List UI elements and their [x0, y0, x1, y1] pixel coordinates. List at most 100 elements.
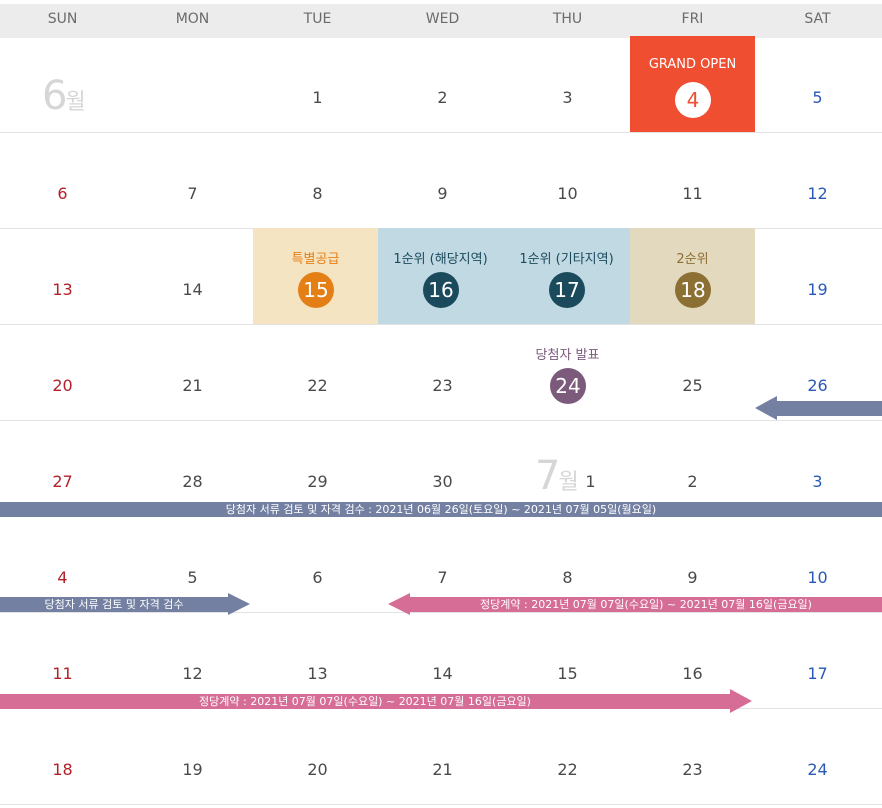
day-cell[interactable]: 7 [380, 516, 505, 612]
day-cell[interactable]: 1 [255, 36, 380, 132]
day-cell[interactable]: 2 [380, 36, 505, 132]
day-cell[interactable]: 30 [380, 420, 505, 516]
day-cell[interactable]: 2 [630, 420, 755, 516]
day-cell[interactable]: 19 [130, 708, 255, 804]
day-cell[interactable]: 25 [630, 324, 755, 420]
day-number: 27 [52, 472, 73, 491]
day-number: 11 [682, 184, 703, 203]
june-label: 6월 [42, 73, 86, 119]
day-number: 13 [52, 280, 73, 299]
day-number: 18 [52, 760, 73, 779]
day-cell[interactable]: 12 [755, 132, 880, 228]
day-cell[interactable]: 11 [0, 612, 125, 708]
day-cell[interactable]: 23 [630, 708, 755, 804]
day-cell-grand-open[interactable]: GRAND OPEN 4 [630, 36, 755, 132]
day-number: 6 [312, 568, 323, 587]
day-cell[interactable]: 24 [755, 708, 880, 804]
grand-open-label: GRAND OPEN [648, 57, 737, 72]
day-cell[interactable]: 6 [255, 516, 380, 612]
day-number: 16 [682, 664, 703, 683]
day-cell[interactable]: 10 [755, 516, 880, 612]
day-cell[interactable]: 4 [0, 516, 125, 612]
weekday-sun: SUN [47, 11, 78, 27]
day-cell[interactable]: 29 [255, 420, 380, 516]
day-cell[interactable]: 6 [0, 132, 125, 228]
day-number: 2 [687, 472, 698, 491]
second-rank-label: 2순위 [676, 252, 709, 267]
weekday-fri: FRI [681, 11, 704, 27]
day-cell[interactable]: 3 [505, 36, 630, 132]
weekday-tue: TUE [303, 11, 332, 27]
day-cell[interactable]: 9 [630, 516, 755, 612]
day-cell[interactable]: 28 [130, 420, 255, 516]
day-cell[interactable]: 8 [505, 516, 630, 612]
day-cell[interactable]: 13 [0, 228, 125, 324]
day-cell[interactable]: 9 [380, 132, 505, 228]
day-cell[interactable]: 14 [380, 612, 505, 708]
day-cell[interactable]: 10 [505, 132, 630, 228]
day-number: 20 [52, 376, 73, 395]
day-cell[interactable]: 17 [755, 612, 880, 708]
day-cell[interactable]: 14 [130, 228, 255, 324]
day-number: 30 [432, 472, 453, 491]
day-number: 29 [307, 472, 328, 491]
day-cell[interactable]: 20 [255, 708, 380, 804]
contract-bar-end: 정당계약 : 2021년 07월 07일(수요일) ~ 2021년 07월 16… [0, 694, 730, 709]
day-cell[interactable]: 8 [255, 132, 380, 228]
day-cell-special-supply[interactable]: 특별공급 15 [253, 228, 378, 324]
day-number: 19 [807, 280, 828, 299]
review-bar: 당첨자 서류 검토 및 자격 검수 : 2021년 06월 26일(토요일) ~… [0, 502, 882, 517]
day-cell[interactable]: 21 [380, 708, 505, 804]
contract-bar-start: 정당계약 : 2021년 07월 07일(수요일) ~ 2021년 07월 16… [410, 597, 882, 612]
day-number: 21 [432, 760, 453, 779]
day-cell[interactable]: 22 [505, 708, 630, 804]
july-label: 7월 [535, 453, 579, 499]
day-cell-winner[interactable]: 당첨자 발표 24 [505, 324, 630, 420]
day-cell[interactable]: 12 [130, 612, 255, 708]
day-number: 10 [807, 568, 828, 587]
day-cell-second-rank[interactable]: 2순위 18 [630, 228, 755, 324]
weekday-thu: THU [552, 11, 583, 27]
day-number: 15 [557, 664, 578, 683]
day-number: 23 [682, 760, 703, 779]
day-cell[interactable]: 16 [630, 612, 755, 708]
day-cell[interactable]: 5 [755, 36, 880, 132]
day-number: 28 [182, 472, 203, 491]
day-cell[interactable]: 13 [255, 612, 380, 708]
contract-arrow-head-left [388, 593, 410, 615]
day-cell[interactable]: 11 [630, 132, 755, 228]
day-number: 9 [437, 184, 448, 203]
day-number: 3 [562, 88, 573, 107]
day-cell[interactable]: 26 [755, 324, 880, 420]
row-divider [0, 132, 882, 133]
day-cell[interactable]: 27 [0, 420, 125, 516]
day-cell[interactable]: 21 [130, 324, 255, 420]
day-number: 26 [807, 376, 828, 395]
day-cell[interactable]: 20 [0, 324, 125, 420]
day-number: 14 [182, 280, 203, 299]
day-cell[interactable]: 23 [380, 324, 505, 420]
day-cell[interactable]: 18 [0, 708, 125, 804]
day-cell[interactable]: 15 [505, 612, 630, 708]
day-cell[interactable]: 22 [255, 324, 380, 420]
day-cell-first-other[interactable]: 1순위 (기타지역) 17 [504, 228, 629, 324]
day-number: 22 [307, 376, 328, 395]
day-number: 25 [682, 376, 703, 395]
row-divider [0, 612, 882, 613]
weekday-mon: MON [175, 11, 210, 27]
day-number: 7 [437, 568, 448, 587]
day-cell-first-local[interactable]: 1순위 (해당지역) 16 [378, 228, 503, 324]
day-cell[interactable]: 1 [528, 420, 653, 516]
day-cell[interactable]: 5 [130, 516, 255, 612]
first-local-label: 1순위 (해당지역) [393, 252, 488, 267]
weekday-wed: WED [425, 11, 460, 27]
first-local-day: 16 [423, 272, 459, 308]
day-cell[interactable]: 3 [755, 420, 880, 516]
review-arrow-head-right [228, 593, 250, 615]
day-cell[interactable]: 19 [755, 228, 880, 324]
contract-arrow-head-right [730, 689, 752, 713]
special-supply-day: 15 [298, 272, 334, 308]
day-number: 12 [182, 664, 203, 683]
day-cell[interactable]: 7 [130, 132, 255, 228]
second-rank-day: 18 [675, 272, 711, 308]
